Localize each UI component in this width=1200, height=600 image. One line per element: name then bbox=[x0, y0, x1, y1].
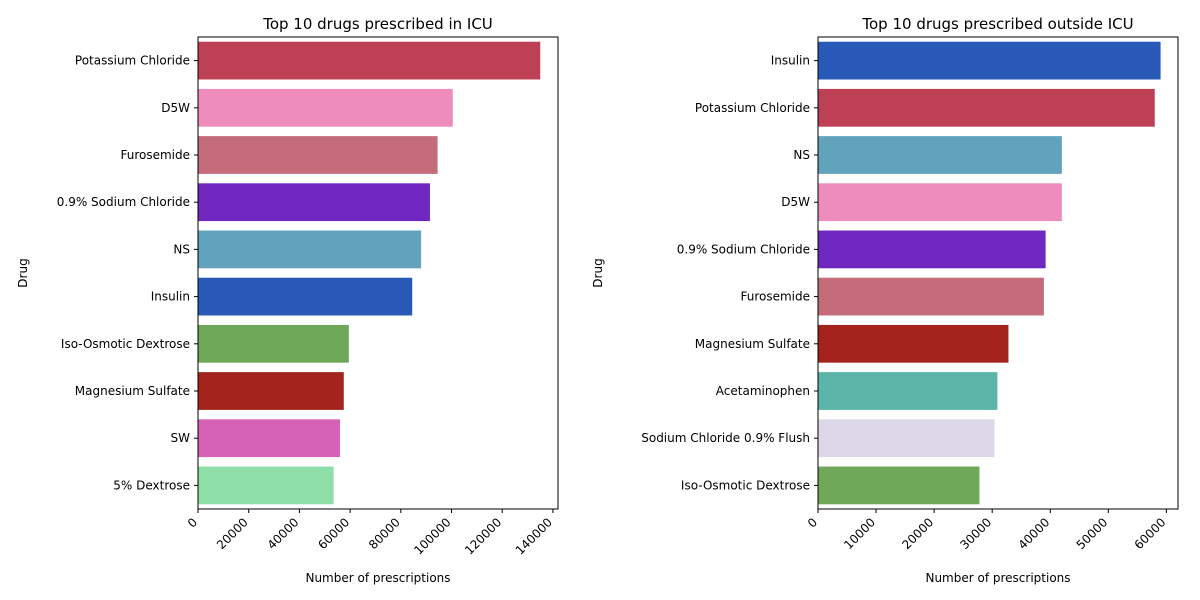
y-tick-label: Potassium Chloride bbox=[75, 54, 190, 68]
y-tick-label: Sodium Chloride 0.9% Flush bbox=[641, 431, 810, 445]
bar bbox=[198, 136, 438, 174]
bar bbox=[818, 183, 1062, 222]
bar bbox=[198, 466, 334, 505]
chart-title: Top 10 drugs prescribed in ICU bbox=[262, 15, 493, 33]
bar bbox=[198, 277, 413, 316]
y-tick-label: NS bbox=[173, 242, 190, 256]
bar bbox=[818, 230, 1046, 269]
bar bbox=[818, 324, 1009, 363]
chart-title: Top 10 drugs prescribed outside ICU bbox=[861, 15, 1133, 33]
bar bbox=[198, 41, 541, 80]
bar bbox=[198, 419, 340, 458]
bar bbox=[198, 230, 422, 269]
bar bbox=[818, 372, 998, 410]
y-axis-label: Drug bbox=[591, 258, 605, 287]
y-tick-label: Iso-Osmotic Dextrose bbox=[681, 478, 810, 492]
y-tick-label: Magnesium Sulfate bbox=[75, 384, 190, 398]
bar bbox=[818, 277, 1044, 316]
bar bbox=[818, 41, 1161, 80]
bar bbox=[198, 372, 344, 410]
bar bbox=[818, 419, 995, 458]
y-tick-label: Insulin bbox=[771, 54, 810, 68]
x-axis-label: Number of prescriptions bbox=[305, 571, 450, 585]
y-tick-label: Acetaminophen bbox=[716, 384, 810, 398]
plot-frame bbox=[197, 36, 559, 510]
plot-frame bbox=[817, 36, 1179, 510]
y-tick-label: Potassium Chloride bbox=[695, 101, 810, 115]
bar bbox=[818, 466, 980, 505]
y-tick-label: Iso-Osmotic Dextrose bbox=[61, 337, 190, 351]
bar bbox=[198, 183, 430, 222]
x-axis-label: Number of prescriptions bbox=[925, 571, 1070, 585]
y-tick-label: Furosemide bbox=[120, 148, 190, 162]
bar bbox=[198, 324, 349, 363]
bar bbox=[818, 88, 1155, 127]
y-tick-label: NS bbox=[793, 148, 810, 162]
y-axis-label: Drug bbox=[16, 258, 30, 287]
y-tick-label: Insulin bbox=[151, 290, 190, 304]
bar bbox=[818, 136, 1062, 174]
y-tick-label: Magnesium Sulfate bbox=[695, 337, 810, 351]
y-tick-label: 0.9% Sodium Chloride bbox=[677, 242, 810, 256]
y-tick-label: SW bbox=[171, 431, 191, 445]
bar bbox=[198, 88, 453, 127]
y-tick-label: D5W bbox=[781, 195, 810, 209]
y-tick-label: D5W bbox=[161, 101, 190, 115]
y-tick-label: 0.9% Sodium Chloride bbox=[57, 195, 190, 209]
y-tick-label: 5% Dextrose bbox=[113, 478, 190, 492]
y-tick-label: Furosemide bbox=[740, 290, 810, 304]
